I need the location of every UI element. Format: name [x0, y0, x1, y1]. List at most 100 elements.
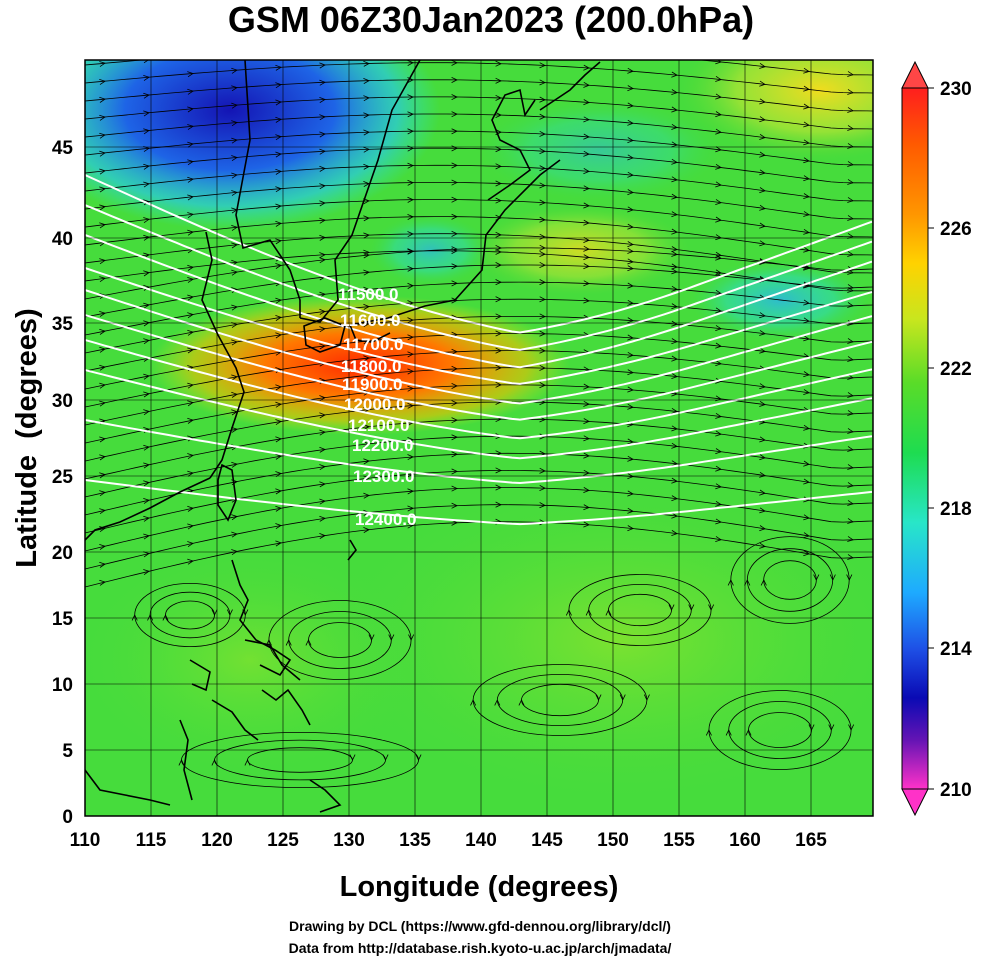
wind-arrow	[99, 204, 106, 211]
wind-arrow	[187, 194, 194, 201]
wind-arrow	[495, 231, 502, 238]
wind-arrow	[231, 514, 238, 521]
wind-arrow	[847, 284, 854, 290]
wind-arrow	[187, 71, 194, 78]
wind-arrow	[583, 48, 589, 53]
wind-arrow	[285, 639, 292, 646]
wind-arrow	[759, 259, 766, 265]
wind-arrow	[583, 245, 590, 252]
wind-arrow	[671, 89, 678, 95]
wind-arrow	[319, 446, 326, 453]
wind-arrow	[451, 213, 458, 220]
wind-arrow	[99, 526, 106, 533]
wind-arrow	[495, 381, 502, 388]
wind-arrow	[715, 60, 722, 65]
y-tick-25: 25	[52, 467, 74, 488]
wind-arrow	[627, 299, 634, 306]
wind-arrow	[451, 60, 458, 66]
wind-arrow	[275, 134, 282, 141]
wind-arrow	[595, 694, 602, 701]
temperature-field	[85, 60, 873, 816]
contour-label-12300: 12300.0	[353, 467, 414, 486]
colorbar-label-218: 218	[940, 499, 972, 520]
wind-arrow	[143, 181, 150, 188]
wind-arrow	[759, 98, 766, 105]
wind-arrow	[408, 634, 415, 641]
y-tick-35: 35	[52, 314, 74, 335]
wind-arrow	[539, 261, 546, 268]
wind-arrow	[643, 694, 650, 701]
wind-arrow	[275, 315, 282, 321]
wind-arrow	[671, 193, 678, 200]
wind-arrow	[803, 103, 810, 110]
wind-arrow	[847, 374, 854, 380]
wind-arrow	[275, 384, 282, 391]
wind-arrow	[715, 93, 722, 100]
wind-arrow	[231, 426, 238, 433]
wind-arrow	[539, 165, 546, 172]
wind-arrow	[847, 500, 854, 506]
wind-arrow	[671, 285, 678, 292]
wind-arrow	[451, 94, 458, 101]
wind-arrow	[363, 492, 370, 499]
contour-label-12000: 12000.0	[344, 395, 405, 414]
wind-arrow	[759, 383, 766, 390]
wind-arrow	[803, 478, 810, 485]
wind-arrow	[231, 259, 238, 266]
wind-arrow	[759, 489, 766, 496]
wind-arrow	[727, 579, 734, 586]
wind-arrow	[363, 215, 370, 222]
wind-arrow	[583, 202, 590, 209]
wind-arrow	[671, 158, 678, 165]
wind-arrow	[407, 60, 414, 66]
wind-arrow	[99, 346, 106, 353]
wind-arrow	[319, 257, 326, 264]
wind-arrow	[847, 392, 854, 398]
wind-arrow	[539, 347, 546, 354]
wind-arrow	[143, 569, 150, 576]
wind-arrow	[187, 558, 194, 565]
wind-arrow	[363, 44, 369, 49]
wind-arrow	[363, 527, 370, 533]
wind-arrow	[627, 473, 634, 480]
contour-label-12100: 12100.0	[348, 416, 409, 435]
wind-arrow	[226, 609, 233, 616]
height-contour	[85, 173, 873, 334]
x-tick-115: 115	[136, 830, 167, 851]
wind-arrow	[187, 312, 194, 319]
wind-arrow	[583, 487, 590, 493]
wind-arrow	[99, 454, 106, 461]
y-axis-label: Latitude (degrees)	[11, 308, 43, 567]
wind-arrow	[275, 505, 282, 512]
wind-arrow	[162, 614, 169, 621]
wind-arrow	[539, 113, 546, 120]
wind-arrow	[407, 94, 414, 101]
wind-arrow	[319, 46, 325, 51]
wind-arrow	[627, 241, 634, 248]
wind-arrow	[583, 254, 590, 261]
wind-arrow	[275, 48, 281, 53]
wind-arrow	[627, 189, 634, 196]
wind-arrow	[407, 282, 414, 289]
x-tick-labels: 110 115 120 125 130 135 140 145 150 155 …	[70, 830, 828, 851]
wind-arrow	[319, 326, 326, 333]
wind-arrow	[671, 176, 678, 183]
wind-arrow	[759, 133, 766, 140]
wind-arrow	[715, 430, 722, 437]
wind-arrow	[671, 338, 678, 345]
wind-arrow	[759, 276, 766, 283]
wind-arrow	[143, 302, 150, 309]
wind-arrow	[627, 206, 634, 213]
height-contours	[85, 173, 873, 526]
wind-arrow	[407, 454, 414, 461]
colorbar: 230 226 222 218 214 210	[901, 60, 972, 817]
wind-arrow	[275, 488, 282, 495]
wind-arrow	[451, 246, 458, 253]
wind-arrow	[187, 141, 194, 148]
wind-arrow	[715, 289, 722, 296]
wind-arrow	[275, 168, 282, 175]
wind-arrow	[583, 383, 590, 390]
contour-label-11600: 11600.0	[340, 311, 401, 330]
wind-arrow	[99, 400, 106, 407]
wind-arrow	[495, 146, 502, 153]
